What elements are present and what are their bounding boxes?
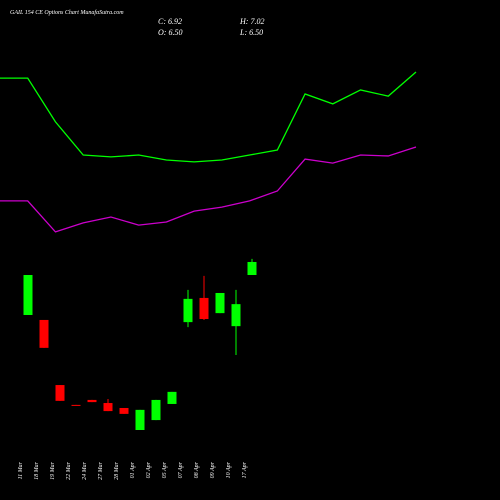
indicator-line	[0, 71, 417, 163]
x-tick-label: 24 Mar	[81, 461, 88, 479]
chart-title: GAIL 154 CE Options Chart MunafaSutra.co…	[10, 9, 124, 16]
candle-body	[151, 399, 161, 421]
x-tick-label: 28 Mar	[114, 461, 120, 479]
x-tick-label: 22 Mar	[66, 461, 72, 479]
indicator-line	[0, 146, 417, 233]
ohlc-high: H: 7.02	[239, 17, 264, 26]
candle-body	[103, 403, 113, 412]
candle-body	[39, 319, 49, 348]
candle-body	[119, 407, 129, 414]
candle-body	[183, 298, 193, 323]
x-tick-label: 09 Apr	[210, 461, 216, 478]
candle-body	[71, 404, 81, 406]
x-tick-label: 17 Apr	[242, 461, 248, 478]
x-tick-label: 27 Mar	[98, 461, 104, 479]
candle-body	[23, 275, 33, 315]
candle-body	[87, 399, 97, 403]
x-tick-label: 08 Apr	[194, 461, 200, 478]
candle-body	[55, 385, 65, 401]
x-tick-label: 19 Mar	[50, 461, 56, 479]
x-tick-label: 18 Mar	[34, 461, 40, 479]
ohlc-close: C: 6.92	[158, 17, 182, 26]
x-tick-label: 11 Mar	[18, 461, 24, 479]
x-tick-label: 10 Apr	[226, 461, 232, 478]
ohlc-low: L: 6.50	[239, 28, 263, 37]
candle-body	[167, 391, 177, 404]
candle-body	[231, 304, 241, 327]
candle-body	[247, 261, 257, 275]
x-tick-label: 05 Apr	[162, 461, 168, 478]
candle-body	[135, 409, 145, 430]
candle-body	[215, 292, 225, 314]
ohlc-open: O: 6.50	[158, 28, 182, 37]
candle-body	[199, 297, 209, 320]
x-tick-label: 07 Apr	[178, 461, 184, 478]
x-tick-label: 01 Apr	[130, 461, 136, 478]
x-tick-label: 02 Apr	[146, 461, 152, 478]
